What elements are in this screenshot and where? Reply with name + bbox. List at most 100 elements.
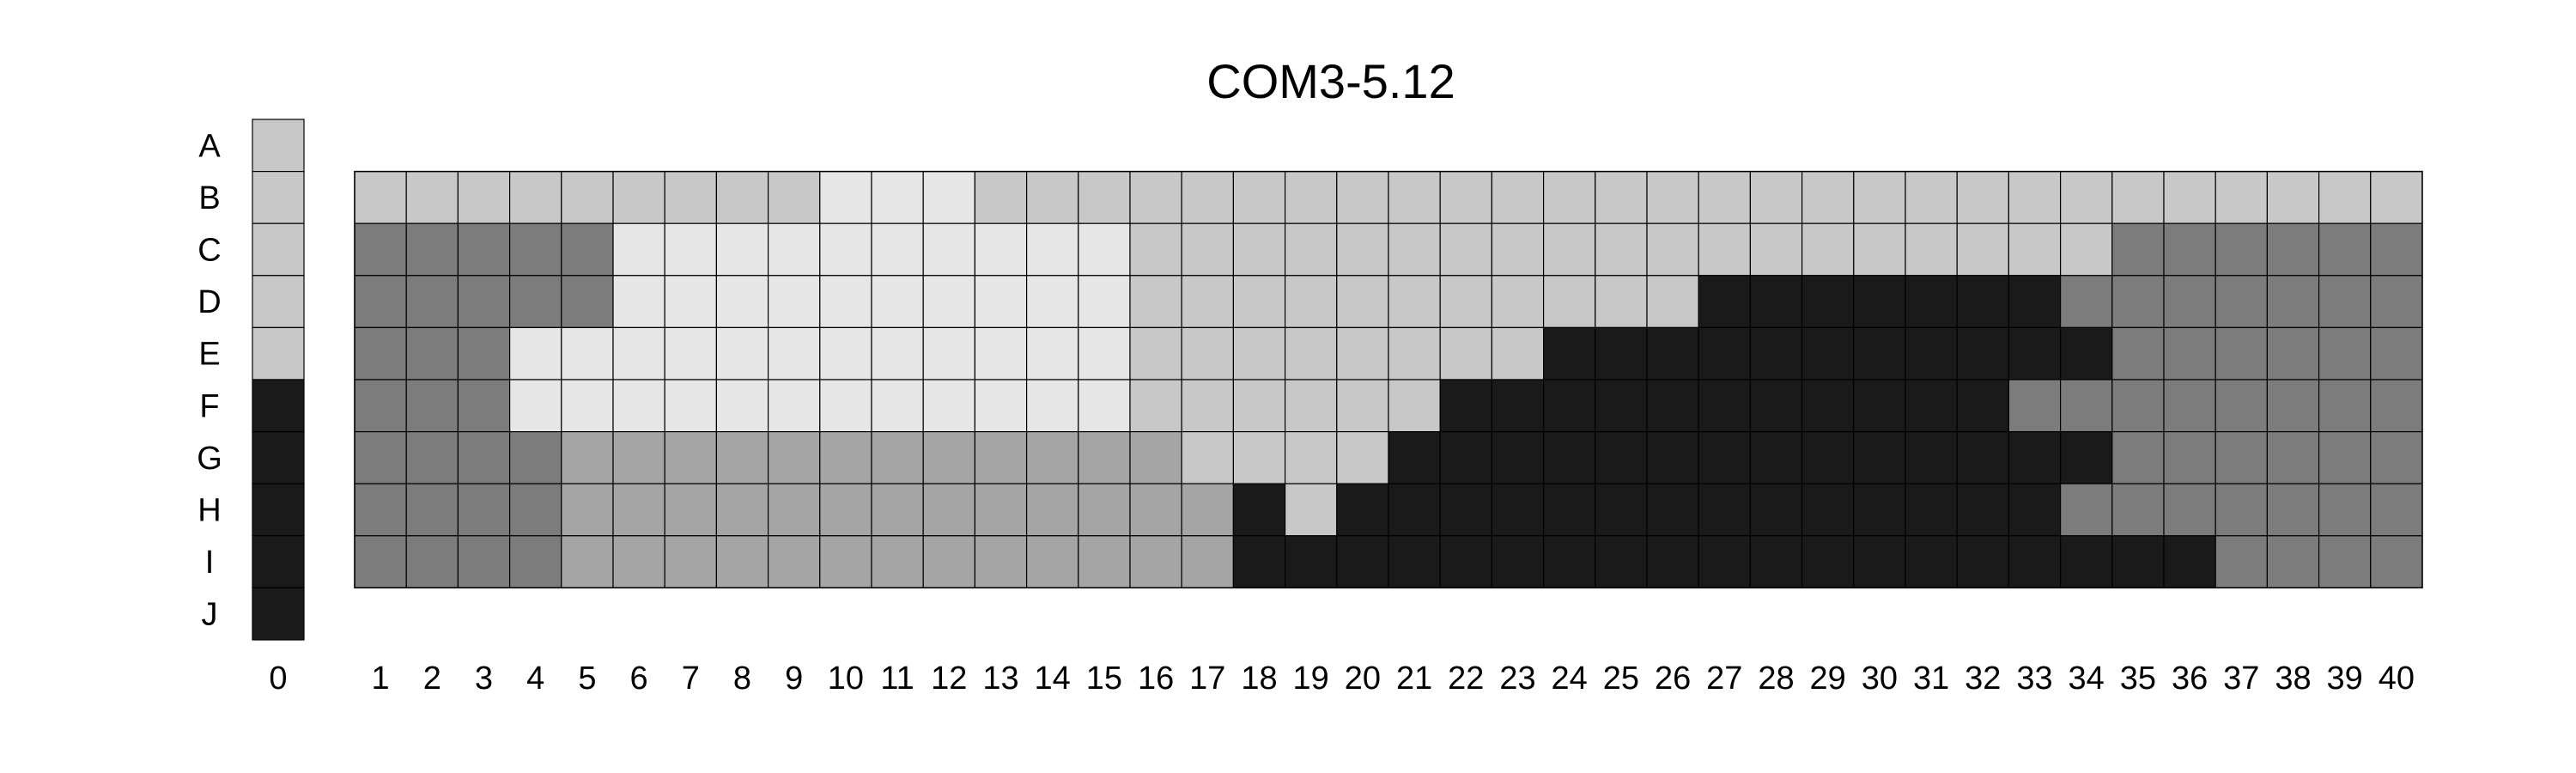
reference-cell-A (252, 119, 305, 173)
grid-cell-C29 (1801, 222, 1855, 277)
grid-cell-B30 (1853, 171, 1906, 224)
grid-cell-G40 (2370, 431, 2423, 484)
grid-cell-I14 (1025, 535, 1079, 588)
reference-cell-G (252, 431, 305, 484)
grid-cell-D2 (405, 275, 459, 328)
grid-cell-H5 (561, 483, 614, 537)
grid-cell-D3 (457, 275, 511, 328)
grid-cell-I23 (1491, 535, 1545, 588)
grid-cell-D6 (612, 275, 665, 328)
grid-cell-E3 (457, 326, 511, 380)
grid-cell-E4 (508, 326, 562, 380)
grid-cell-E8 (715, 326, 769, 380)
column-label-3: 3 (475, 660, 493, 697)
grid-cell-F32 (1956, 379, 2009, 433)
column-label-4: 4 (526, 660, 544, 697)
grid-cell-F13 (974, 379, 1028, 433)
column-label-12: 12 (931, 660, 967, 697)
grid-cell-H35 (2111, 483, 2165, 537)
grid-cell-F6 (612, 379, 665, 433)
grid-cell-B36 (2163, 171, 2216, 224)
grid-cell-C40 (2370, 222, 2423, 277)
row-label-I: I (205, 545, 215, 581)
reference-cell-B (252, 171, 305, 224)
grid-cell-F19 (1284, 379, 1338, 433)
column-label-24: 24 (1552, 660, 1588, 697)
grid-cell-H14 (1025, 483, 1079, 537)
grid-cell-H12 (922, 483, 975, 537)
grid-cell-C15 (1078, 222, 1131, 277)
column-label-29: 29 (1810, 660, 1846, 697)
grid-cell-I30 (1853, 535, 1906, 588)
grid-cell-E20 (1336, 326, 1389, 380)
grid-cell-E40 (2370, 326, 2423, 380)
grid-cell-E6 (612, 326, 665, 380)
grid-cell-C4 (508, 222, 562, 277)
grid-cell-D36 (2163, 275, 2216, 328)
grid-cell-G25 (1595, 431, 1648, 484)
grid-cell-F22 (1439, 379, 1492, 433)
grid-cell-H22 (1439, 483, 1492, 537)
grid-cell-E5 (561, 326, 614, 380)
grid-cell-D20 (1336, 275, 1389, 328)
grid-cell-B22 (1439, 171, 1492, 224)
grid-cell-D26 (1646, 275, 1699, 328)
grid-cell-E17 (1181, 326, 1234, 380)
grid-cell-F38 (2266, 379, 2320, 433)
grid-cell-C12 (922, 222, 975, 277)
grid-cell-E18 (1232, 326, 1286, 380)
grid-cell-D21 (1388, 275, 1441, 328)
grid-cell-H6 (612, 483, 665, 537)
grid-cell-H25 (1595, 483, 1648, 537)
column-label-25: 25 (1603, 660, 1639, 697)
grid-cell-I6 (612, 535, 665, 588)
grid-cell-D18 (1232, 275, 1286, 328)
column-label-39: 39 (2327, 660, 2363, 697)
grid-cell-H32 (1956, 483, 2009, 537)
grid-cell-G38 (2266, 431, 2320, 484)
grid-cell-C38 (2266, 222, 2320, 277)
grid-cell-F26 (1646, 379, 1699, 433)
grid-cell-H9 (767, 483, 821, 537)
grid-cell-D5 (561, 275, 614, 328)
grid-cell-D19 (1284, 275, 1338, 328)
grid-cell-G12 (922, 431, 975, 484)
grid-cell-F35 (2111, 379, 2165, 433)
grid-cell-G6 (612, 431, 665, 484)
figure-title: COM3-5.12 (1206, 54, 1455, 108)
reference-cell-H (252, 483, 305, 537)
grid-cell-E12 (922, 326, 975, 380)
column-label-7: 7 (682, 660, 700, 697)
grid-cell-I16 (1129, 535, 1182, 588)
grid-cell-I17 (1181, 535, 1234, 588)
column-label-38: 38 (2275, 660, 2311, 697)
grid-cell-G3 (457, 431, 511, 484)
grid-cell-C26 (1646, 222, 1699, 277)
grid-cell-B27 (1698, 171, 1751, 224)
grid-cell-I35 (2111, 535, 2165, 588)
grid-cell-E21 (1388, 326, 1441, 380)
grid-cell-D31 (1905, 275, 1958, 328)
grid-cell-I19 (1284, 535, 1338, 588)
column-label-11: 11 (880, 660, 914, 697)
grid-cell-D29 (1801, 275, 1855, 328)
grid-cell-H31 (1905, 483, 1958, 537)
grid-cell-F34 (2060, 379, 2113, 433)
grid-cell-F40 (2370, 379, 2423, 433)
grid-cell-E13 (974, 326, 1028, 380)
grid-cell-F25 (1595, 379, 1648, 433)
column-label-31: 31 (1913, 660, 1949, 697)
grid-cell-H39 (2318, 483, 2372, 537)
grid-cell-I38 (2266, 535, 2320, 588)
grid-cell-H36 (2163, 483, 2216, 537)
grid-cell-F21 (1388, 379, 1441, 433)
grid-cell-G5 (561, 431, 614, 484)
main-grid (354, 170, 2423, 589)
grid-cell-B1 (354, 171, 407, 224)
grid-cell-G14 (1025, 431, 1079, 484)
grid-cell-B15 (1078, 171, 1131, 224)
grid-cell-D16 (1129, 275, 1182, 328)
grid-cell-G9 (767, 431, 821, 484)
grid-cell-C30 (1853, 222, 1906, 277)
grid-cell-I2 (405, 535, 459, 588)
